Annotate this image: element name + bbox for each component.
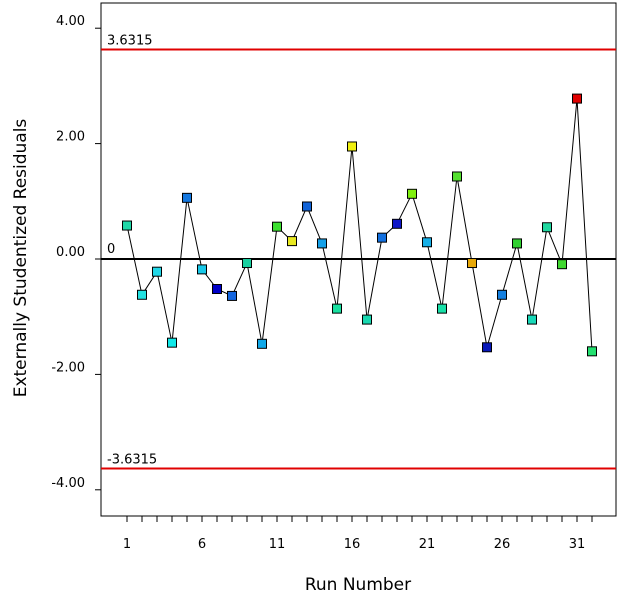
zero-line-label: 0 [107,242,115,257]
series-line [126,98,593,352]
data-point-run-15 [332,303,342,314]
reference-lines: 0 3.6315 -3.6315 [101,33,616,470]
data-point-run-25 [482,342,492,353]
x-axis: 1 6 11 16 21 26 31 [123,516,593,552]
y-tick-label: 4.00 [56,14,85,29]
data-point-run-14 [317,238,327,249]
data-point-run-3 [152,266,162,277]
data-point-run-20 [407,188,417,199]
x-tick-label: 6 [198,537,206,552]
data-point-run-1 [122,220,132,231]
y-axis-title: Externally Studentized Residuals [11,119,31,398]
data-point-run-26 [497,289,507,300]
data-point-run-12 [287,236,297,247]
y-tick-label: 2.00 [56,130,85,145]
data-point-run-31 [572,93,582,104]
data-point-run-23 [452,171,462,182]
x-tick-label: 26 [494,537,511,552]
upper-limit-label: 3.6315 [107,33,153,48]
data-point-run-16 [347,141,357,152]
data-point-run-32 [587,346,597,357]
x-tick-label: 16 [344,537,361,552]
data-point-run-6 [197,264,207,275]
data-point-run-13 [302,201,312,212]
data-point-run-10 [257,338,267,349]
x-tick-label: 11 [269,537,286,552]
x-tick-label: 21 [419,537,436,552]
data-point-run-28 [527,314,537,325]
x-tick-label: 1 [123,537,131,552]
data-point-run-11 [272,221,282,232]
y-tick-label: -4.00 [51,476,85,491]
x-axis-title: Run Number [305,575,411,595]
data-point-run-21 [422,237,432,248]
data-point-run-5 [182,192,192,203]
data-point-run-19 [392,218,402,229]
data-point-run-9 [242,258,252,269]
data-series [122,93,597,357]
data-point-run-27 [512,238,522,249]
y-tick-label: -2.00 [51,360,85,375]
data-point-run-30 [557,259,567,270]
data-point-run-8 [227,290,237,301]
data-point-run-17 [362,314,372,325]
y-tick-label: 0.00 [56,245,85,260]
lower-limit-label: -3.6315 [107,453,157,468]
data-point-run-18 [377,232,387,243]
data-point-run-24 [467,258,477,269]
y-axis: -4.00 -2.00 0.00 2.00 4.00 [51,14,101,491]
data-point-run-4 [167,337,177,348]
data-point-run-22 [437,303,447,314]
data-point-run-2 [137,289,147,300]
x-tick-label: 31 [569,537,586,552]
data-point-run-29 [542,222,552,233]
data-point-run-7 [212,284,222,295]
